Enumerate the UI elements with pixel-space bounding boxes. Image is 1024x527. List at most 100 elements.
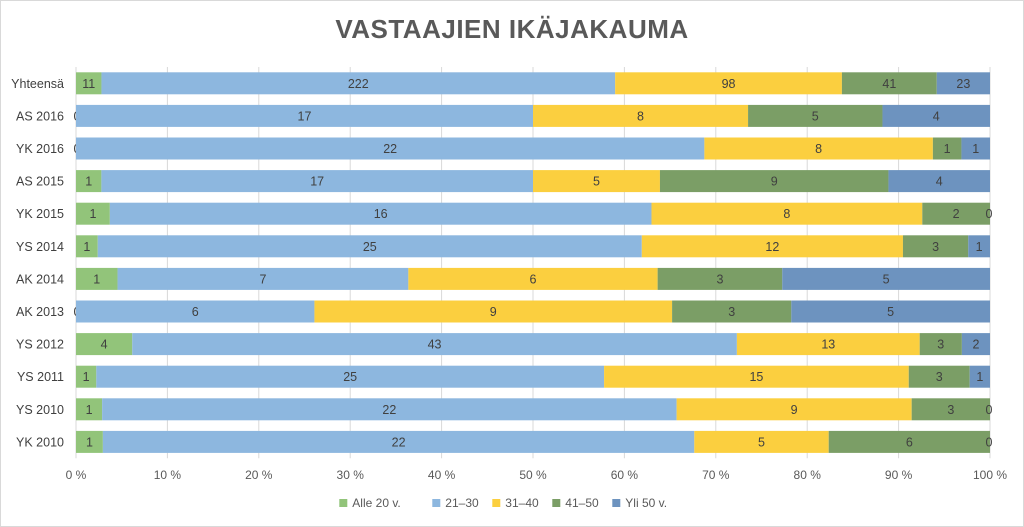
data-label: 1 — [85, 175, 92, 189]
x-tick-label: 60 % — [611, 468, 639, 482]
category-label: YS 2012 — [16, 338, 64, 352]
x-tick-label: 90 % — [885, 468, 913, 482]
data-label: 3 — [716, 272, 723, 286]
x-tick-label: 20 % — [245, 468, 273, 482]
bar-segment — [694, 430, 829, 453]
data-label: 41 — [882, 77, 896, 91]
category-label: YK 2016 — [16, 142, 64, 156]
bar-segment — [101, 72, 616, 95]
bar-segment — [76, 170, 102, 193]
bar-segment — [676, 398, 912, 421]
bar-segment — [102, 430, 695, 453]
data-label: 7 — [259, 272, 266, 286]
bar-segment — [791, 300, 990, 323]
bar-segment — [961, 333, 990, 356]
category-label: AK 2014 — [16, 272, 64, 286]
bar-segment — [96, 365, 605, 388]
data-label: 1 — [976, 240, 983, 254]
bar-segment — [911, 398, 990, 421]
bar-segment — [828, 430, 990, 453]
bar-segment — [969, 365, 990, 388]
data-label: 3 — [936, 370, 943, 384]
data-label: 0 — [986, 403, 993, 417]
bar-segment — [657, 267, 783, 290]
bar-segment — [132, 333, 737, 356]
data-label: 1 — [976, 370, 983, 384]
data-label: 3 — [932, 240, 939, 254]
bar-segment — [76, 137, 705, 160]
category-label: YS 2014 — [16, 240, 64, 254]
bar-segment — [408, 267, 658, 290]
category-label: Yhteensä — [11, 77, 64, 91]
bar-segment — [672, 300, 792, 323]
data-label: 0 — [986, 207, 993, 221]
legend-swatch — [552, 499, 561, 507]
bar-segment — [968, 235, 990, 258]
data-label: 1 — [86, 403, 93, 417]
bar-segment — [76, 72, 102, 95]
bar-segment — [841, 72, 937, 95]
data-label: 17 — [298, 109, 312, 123]
x-tick-label: 50 % — [519, 468, 547, 482]
legend-label: Yli 50 v. — [625, 496, 667, 510]
data-label: 5 — [758, 435, 765, 449]
bar-segment — [882, 104, 990, 127]
category-label: YS 2011 — [17, 370, 64, 384]
bar-segment — [117, 267, 409, 290]
category-label: AS 2016 — [16, 109, 64, 123]
legend-label: 21–30 — [445, 496, 479, 510]
bar-segment — [936, 72, 990, 95]
legend-swatch — [492, 499, 501, 507]
data-label: 8 — [815, 142, 822, 156]
data-label: 6 — [530, 272, 537, 286]
data-label: 98 — [722, 77, 736, 91]
bar-segment — [76, 365, 97, 388]
legend-swatch — [339, 499, 348, 507]
x-tick-label: 100 % — [973, 468, 1007, 482]
legend-label: 31–40 — [505, 496, 539, 510]
bar-segment — [888, 170, 990, 193]
bar-segment — [651, 202, 923, 225]
legend-swatch — [432, 499, 441, 507]
bar-segment — [76, 104, 533, 127]
x-tick-label: 10 % — [154, 468, 182, 482]
category-label: YK 2010 — [16, 435, 64, 449]
data-label: 5 — [883, 272, 890, 286]
data-label: 16 — [374, 207, 388, 221]
category-label: YK 2015 — [16, 207, 64, 221]
data-label: 1 — [83, 240, 90, 254]
bar-segment — [659, 170, 889, 193]
data-label: 5 — [593, 175, 600, 189]
bar-segment — [76, 202, 110, 225]
data-label: 1 — [93, 272, 100, 286]
data-label: 11 — [82, 77, 95, 91]
bar-segment — [908, 365, 970, 388]
data-label: 3 — [728, 305, 735, 319]
bar-segment — [932, 137, 962, 160]
data-label: 17 — [310, 175, 324, 189]
legend-label: 41–50 — [565, 496, 599, 510]
x-tick-label: 40 % — [428, 468, 456, 482]
category-label: YS 2010 — [16, 403, 64, 417]
legend-swatch — [612, 499, 621, 507]
bar-segment — [76, 430, 103, 453]
data-label: 22 — [383, 142, 397, 156]
data-label: 1 — [83, 370, 90, 384]
data-label: 13 — [821, 338, 835, 352]
data-label: 15 — [749, 370, 763, 384]
bar-segment — [102, 398, 677, 421]
data-label: 8 — [637, 109, 644, 123]
legend-label: Alle 20 v. — [352, 496, 400, 510]
data-label: 43 — [428, 338, 442, 352]
x-tick-label: 80 % — [794, 468, 822, 482]
data-label: 5 — [812, 109, 819, 123]
bar-segment — [76, 267, 118, 290]
bar-segment — [314, 300, 673, 323]
bar-segment — [604, 365, 909, 388]
x-tick-label: 70 % — [702, 468, 730, 482]
bar-segment — [748, 104, 883, 127]
chart-title: VASTAAJIEN IKÄJAKAUMA — [335, 14, 689, 44]
data-label: 4 — [101, 338, 108, 352]
bar-segment — [782, 267, 990, 290]
data-label: 1 — [86, 435, 93, 449]
